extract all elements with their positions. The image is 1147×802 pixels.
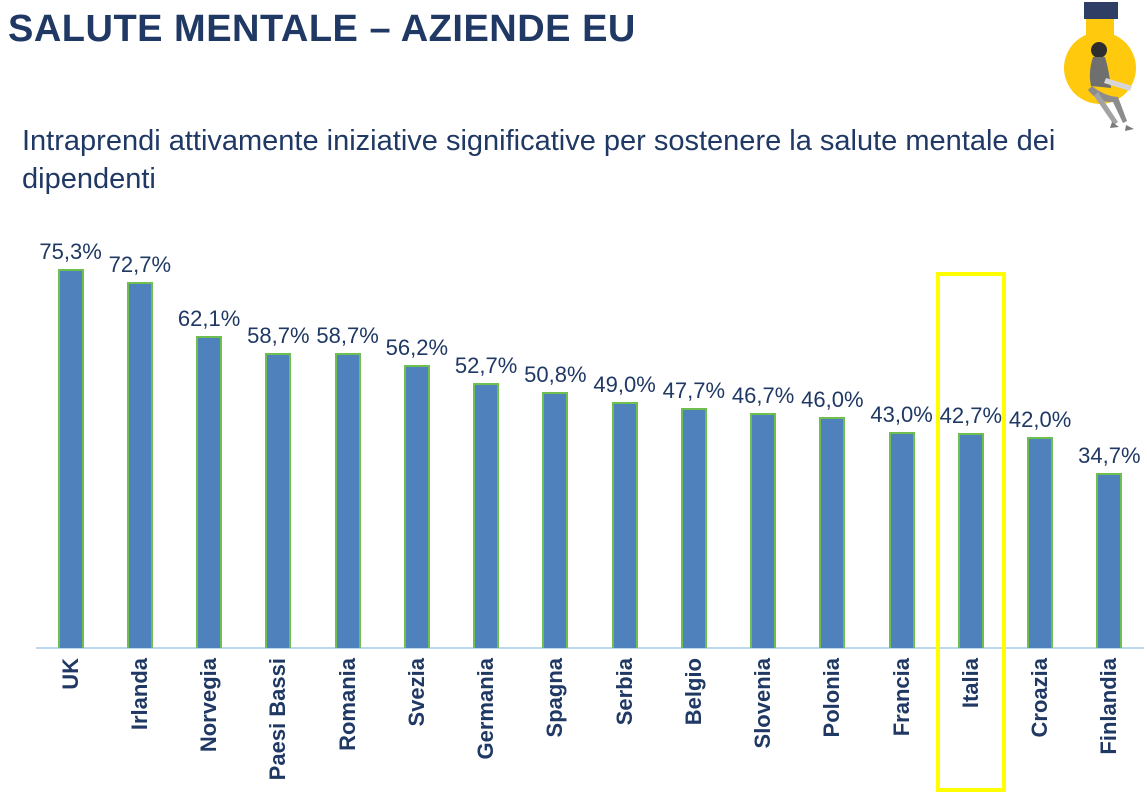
category-label-slovenia: Slovenia	[750, 658, 776, 749]
bar-column-croazia: 42,0%	[1006, 228, 1075, 648]
seated-person-silhouette	[1088, 42, 1134, 131]
bar-column-serbia: 49,0%	[590, 228, 659, 648]
bar	[403, 365, 430, 648]
category-column: Irlanda	[105, 658, 174, 802]
category-column: Finlandia	[1075, 658, 1144, 802]
bar-column-polonia: 46,0%	[798, 228, 867, 648]
category-label-irlanda: Irlanda	[126, 658, 152, 731]
category-column: Serbia	[590, 658, 659, 802]
bar	[196, 335, 223, 648]
bar-value-label: 72,7%	[108, 252, 172, 278]
bar	[1096, 473, 1123, 648]
bar-column-francia: 43,0%	[867, 228, 936, 648]
bar	[265, 352, 292, 648]
category-label-serbia: Serbia	[611, 658, 637, 726]
bar-value-label: 56,2%	[385, 335, 449, 361]
bars-area: 75,3% 72,7% 62,1% 58,7% 58,7% 56,2% 52,7% 50,8%…	[36, 228, 1144, 648]
category-label-polonia: Polonia	[819, 658, 845, 738]
bar-column-spagna: 50,8%	[521, 228, 590, 648]
category-label-francia: Francia	[888, 658, 914, 737]
bar	[611, 401, 638, 648]
bar	[819, 416, 846, 648]
bar-column-svezia: 56,2%	[382, 228, 451, 648]
bar-chart: 75,3% 72,7% 62,1% 58,7% 58,7% 56,2% 52,7% 50,8%…	[36, 228, 1144, 802]
bar-value-label: 42,0%	[1008, 406, 1072, 432]
bar-value-label: 49,0%	[593, 371, 656, 397]
category-label-germania: Germania	[473, 658, 499, 760]
category-label-uk: UK	[57, 658, 83, 690]
bar-column-norvegia: 62,1%	[175, 228, 244, 648]
bar-value-label: 43,0%	[870, 401, 933, 427]
category-label-svezia: Svezia	[403, 658, 429, 727]
bulb-cap	[1084, 2, 1118, 19]
bar-column-romania: 58,7%	[313, 228, 382, 648]
category-column: Belgio	[659, 658, 728, 802]
bar-column-finlandia: 34,7%	[1075, 228, 1144, 648]
page-title: SALUTE MENTALE – AZIENDE EU	[8, 8, 636, 50]
category-label-belgio: Belgio	[680, 658, 706, 726]
category-column: Paesi Bassi	[244, 658, 313, 802]
bar-value-label: 46,0%	[801, 386, 864, 412]
category-column: Spagna	[521, 658, 590, 802]
bar-column-irlanda: 72,7%	[105, 228, 174, 648]
category-column: Croazia	[1006, 658, 1075, 802]
bar-value-label: 47,7%	[662, 378, 726, 404]
bar-value-label: 52,7%	[454, 352, 518, 378]
bar	[334, 352, 361, 648]
category-label-romania: Romania	[334, 658, 360, 751]
bar-value-label: 58,7%	[316, 322, 379, 348]
bar	[680, 408, 707, 648]
category-column: Romania	[313, 658, 382, 802]
bar	[473, 382, 500, 648]
category-label-finlandia: Finlandia	[1096, 658, 1122, 755]
bar	[542, 392, 569, 648]
chart-subtitle-question: Intraprendi attivamente iniziative signi…	[22, 125, 1056, 195]
bar-column-slovenia: 46,7%	[729, 228, 798, 648]
bar-column-paesi-bassi: 58,7%	[244, 228, 313, 648]
category-column: UK	[36, 658, 105, 802]
category-column: Norvegia	[175, 658, 244, 802]
category-column: Slovenia	[729, 658, 798, 802]
bar-value-label: 46,7%	[731, 383, 795, 409]
bar-column-italia: 42,7%	[936, 228, 1005, 648]
category-label-paesi-bassi: Paesi Bassi	[265, 658, 291, 781]
bar	[126, 282, 153, 648]
bar	[1027, 436, 1054, 648]
bar-column-uk: 75,3%	[36, 228, 105, 648]
category-label-croazia: Croazia	[1027, 658, 1053, 738]
bar-value-label: 34,7%	[1078, 443, 1141, 469]
category-column: Svezia	[382, 658, 451, 802]
bar-value-label: 62,1%	[177, 305, 241, 331]
bar	[57, 269, 84, 648]
bar	[957, 433, 984, 648]
bar-value-label: 58,7%	[247, 322, 310, 348]
bar-value-label: 42,7%	[939, 403, 1003, 429]
category-column: Germania	[452, 658, 521, 802]
italy-highlight-box	[935, 272, 1006, 792]
bar-column-belgio: 47,7%	[659, 228, 728, 648]
category-column: Francia	[867, 658, 936, 802]
bar-column-germania: 52,7%	[452, 228, 521, 648]
bar	[888, 431, 915, 648]
category-column: Polonia	[798, 658, 867, 802]
bar-value-label: 50,8%	[524, 362, 587, 388]
category-label-spagna: Spagna	[542, 658, 568, 738]
category-label-norvegia: Norvegia	[196, 658, 222, 753]
x-axis-line	[36, 647, 1144, 649]
bar	[750, 413, 777, 648]
bar-value-label: 75,3%	[39, 239, 102, 265]
lightbulb-person-icon	[1064, 2, 1136, 131]
